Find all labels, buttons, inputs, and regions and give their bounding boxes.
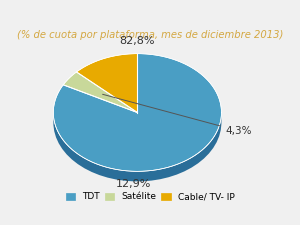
Text: 82,8%: 82,8% bbox=[120, 36, 155, 46]
Polygon shape bbox=[63, 72, 137, 112]
Legend: TDT, Satélite, Cable/ TV- IP: TDT, Satélite, Cable/ TV- IP bbox=[62, 189, 238, 205]
Polygon shape bbox=[53, 54, 221, 171]
Polygon shape bbox=[76, 54, 137, 112]
Text: 4,3%: 4,3% bbox=[103, 94, 252, 136]
Polygon shape bbox=[53, 114, 221, 181]
Text: (% de cuota por plataforma, mes de diciembre 2013): (% de cuota por plataforma, mes de dicie… bbox=[17, 29, 283, 40]
Text: 12,9%: 12,9% bbox=[116, 179, 151, 189]
